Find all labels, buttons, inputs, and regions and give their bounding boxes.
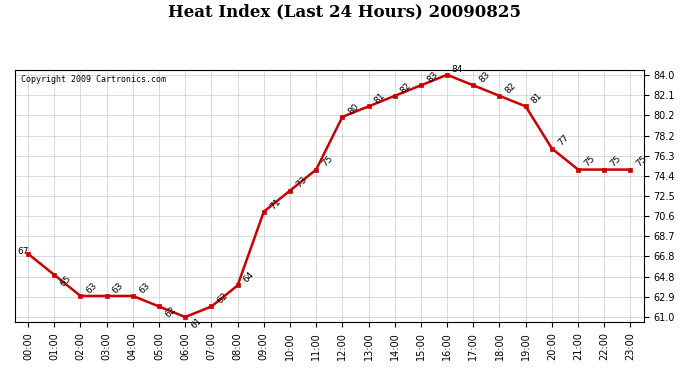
- Text: 75: 75: [320, 154, 335, 169]
- Text: 63: 63: [111, 280, 126, 295]
- Text: 61: 61: [189, 316, 204, 330]
- Text: 63: 63: [85, 280, 99, 295]
- Text: 75: 75: [609, 154, 623, 169]
- Text: 83: 83: [425, 70, 440, 84]
- Text: 75: 75: [635, 154, 649, 169]
- Text: 81: 81: [530, 91, 544, 106]
- Text: 83: 83: [477, 70, 492, 84]
- Text: 62: 62: [215, 291, 230, 306]
- Text: 81: 81: [373, 91, 387, 106]
- Text: 62: 62: [164, 305, 177, 320]
- Text: 65: 65: [59, 273, 73, 288]
- Text: Heat Index (Last 24 Hours) 20090825: Heat Index (Last 24 Hours) 20090825: [168, 4, 522, 21]
- Text: 77: 77: [556, 133, 571, 148]
- Text: 67: 67: [17, 247, 28, 256]
- Text: 82: 82: [504, 81, 518, 95]
- Text: 82: 82: [399, 81, 413, 95]
- Text: 63: 63: [137, 280, 152, 295]
- Text: Copyright 2009 Cartronics.com: Copyright 2009 Cartronics.com: [21, 75, 166, 84]
- Text: 84: 84: [451, 65, 463, 74]
- Text: 71: 71: [268, 196, 282, 211]
- Text: 80: 80: [346, 102, 361, 116]
- Text: 75: 75: [582, 154, 597, 169]
- Text: 64: 64: [241, 270, 256, 285]
- Text: 73: 73: [294, 176, 308, 190]
